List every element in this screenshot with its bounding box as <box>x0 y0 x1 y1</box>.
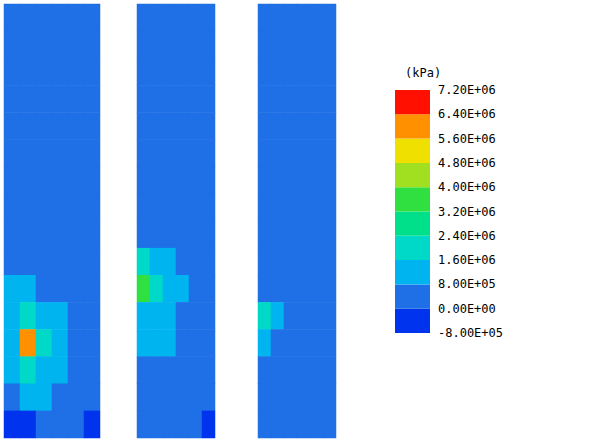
svg-text:2.40E+06: 2.40E+06 <box>438 229 496 243</box>
svg-text:7.20E+06: 7.20E+06 <box>438 83 496 97</box>
svg-text:6.40E+06: 6.40E+06 <box>438 107 496 121</box>
svg-text:8.00E+05: 8.00E+05 <box>438 277 496 291</box>
svg-text:1.60E+06: 1.60E+06 <box>438 253 496 267</box>
svg-text:4.00E+06: 4.00E+06 <box>438 180 496 194</box>
svg-text:-8.00E+05: -8.00E+05 <box>438 326 503 340</box>
svg-text:3.20E+06: 3.20E+06 <box>438 205 496 219</box>
svg-text:(kPa): (kPa) <box>405 66 441 80</box>
svg-text:0.00E+00: 0.00E+00 <box>438 302 496 316</box>
svg-text:5.60E+06: 5.60E+06 <box>438 132 496 146</box>
svg-text:4.80E+06: 4.80E+06 <box>438 156 496 170</box>
